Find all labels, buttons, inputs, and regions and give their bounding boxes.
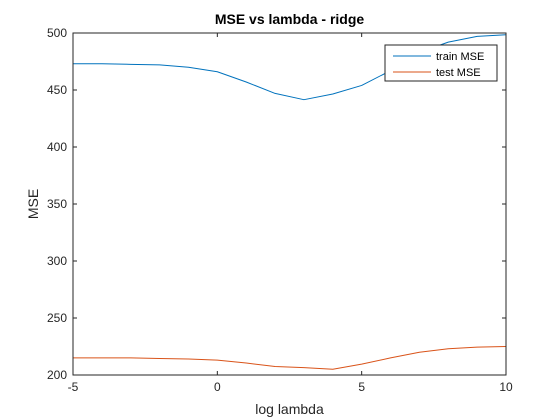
x-tick-label: -5 [68,380,79,394]
y-tick-label: 400 [47,140,67,154]
series-line-test-mse [73,346,507,370]
y-tick-label: 450 [47,83,67,97]
x-tick-label: 10 [499,380,513,394]
y-tick-label: 200 [47,368,67,382]
x-tick-label: 5 [358,380,365,394]
legend: train MSE test MSE [384,44,498,82]
chart-title: MSE vs lambda - ridge [215,11,365,27]
legend-label-train-mse: train MSE [436,51,484,63]
legend-box [384,44,498,82]
y-tick-label: 300 [47,254,67,268]
y-tick-label: 500 [47,26,67,40]
y-tick-label: 350 [47,197,67,211]
legend-label-test-mse: test MSE [436,67,481,79]
y-tick-label: 250 [47,311,67,325]
x-tick-label: 0 [214,380,221,394]
ticks-layer: -5 0 5 10 200 250 300 350 400 450 500 [47,26,513,394]
plot-area [73,33,506,375]
y-axis-title: MSE [25,189,41,219]
x-axis-title: log lambda [255,401,324,417]
